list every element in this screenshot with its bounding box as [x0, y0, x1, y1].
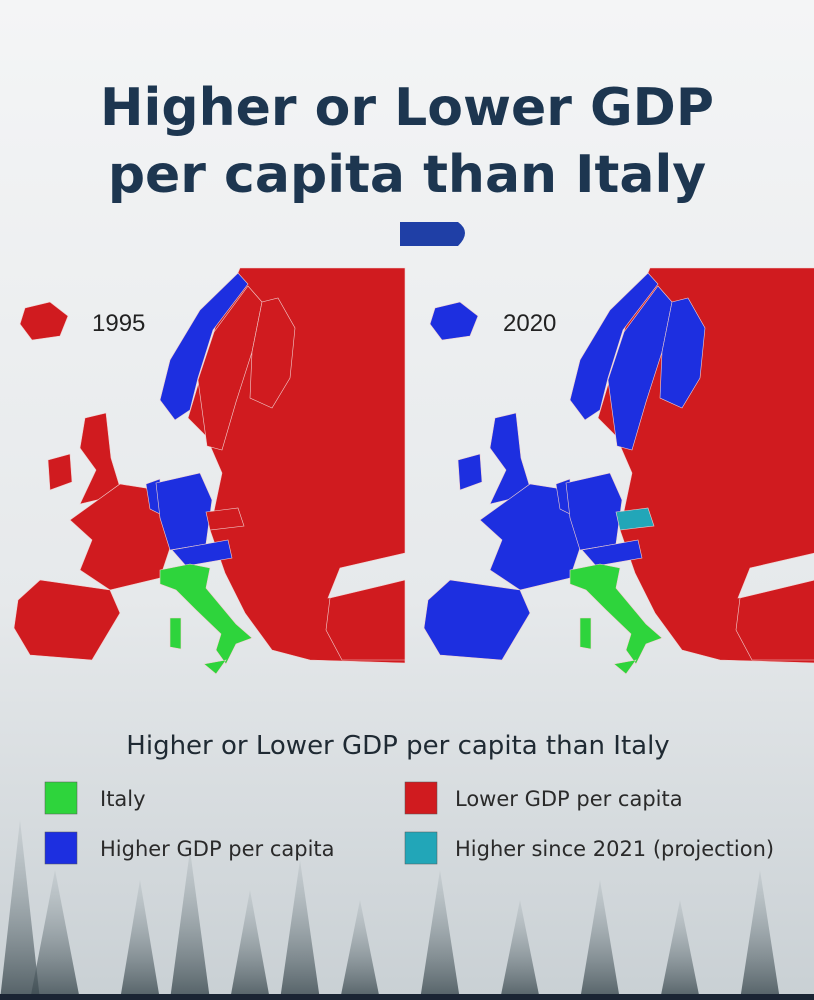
region: [659, 297, 706, 409]
region: [429, 301, 479, 341]
legend-title: Higher or Lower GDP per capita than Ital…: [126, 731, 669, 761]
region: [579, 617, 592, 650]
legend-label: Higher since 2021 (projection): [455, 837, 774, 861]
forest: [0, 820, 780, 1000]
legend-swatch: [404, 781, 438, 815]
region: [169, 617, 182, 650]
map: [423, 267, 814, 675]
legend-label: Lower GDP per capita: [455, 787, 683, 811]
region: [735, 579, 814, 661]
decoration: [400, 222, 465, 246]
legend: Italy Lower GDP per capita Higher GDP per …: [44, 781, 774, 865]
region: [13, 579, 121, 661]
region: [205, 507, 245, 531]
map-label: 1995: [92, 310, 145, 337]
region: [159, 272, 249, 421]
region: [171, 539, 233, 567]
legend-label: Italy: [100, 787, 146, 811]
legend-swatch: [44, 781, 78, 815]
region: [203, 659, 227, 675]
region: [325, 579, 406, 661]
legend-label: Higher GDP per capita: [100, 837, 335, 861]
map-label: 2020: [503, 310, 556, 337]
title: Higher or Lower GDP: [100, 78, 714, 138]
region: [457, 453, 483, 491]
region: [249, 297, 296, 409]
region: [159, 563, 253, 665]
region: [569, 563, 663, 665]
region: [615, 507, 655, 531]
region: [581, 539, 643, 567]
title: per capita than Italy: [108, 145, 706, 205]
region: [19, 301, 69, 341]
region: [47, 453, 73, 491]
region: [613, 659, 637, 675]
region: [423, 579, 531, 661]
legend-swatch: [44, 831, 78, 865]
footer-bar: [0, 994, 814, 1000]
region: [569, 272, 659, 421]
map: [13, 267, 406, 675]
legend-swatch: [404, 831, 438, 865]
